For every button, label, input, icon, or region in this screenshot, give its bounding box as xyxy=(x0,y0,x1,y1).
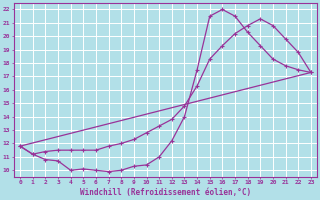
X-axis label: Windchill (Refroidissement éolien,°C): Windchill (Refroidissement éolien,°C) xyxy=(80,188,251,197)
